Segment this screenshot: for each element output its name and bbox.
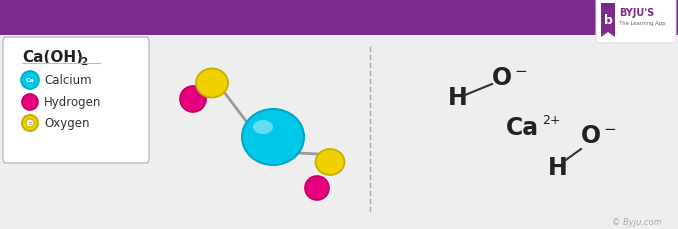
Circle shape xyxy=(22,115,38,131)
Text: 2+: 2+ xyxy=(542,114,561,127)
Text: Hydrogen: Hydrogen xyxy=(44,96,102,109)
Text: O: O xyxy=(492,66,512,90)
Text: H: H xyxy=(548,155,568,179)
Text: Calcium: Calcium xyxy=(44,74,92,87)
FancyBboxPatch shape xyxy=(601,4,615,38)
FancyBboxPatch shape xyxy=(0,0,678,36)
Text: Ca: Ca xyxy=(505,115,538,139)
Ellipse shape xyxy=(315,149,344,175)
FancyBboxPatch shape xyxy=(596,0,676,44)
Circle shape xyxy=(180,87,206,112)
Circle shape xyxy=(305,176,329,200)
Ellipse shape xyxy=(196,69,228,98)
FancyBboxPatch shape xyxy=(3,38,149,163)
Text: Ca(OH): Ca(OH) xyxy=(22,50,83,65)
Text: © Byju.com: © Byju.com xyxy=(612,218,662,226)
Text: O: O xyxy=(581,123,601,147)
Ellipse shape xyxy=(242,109,304,165)
Text: The Learning App: The Learning App xyxy=(619,21,666,26)
Text: o: o xyxy=(28,121,32,126)
Text: −: − xyxy=(514,64,527,79)
Text: CALCIUM HYDROXIDE STRUCTURE: CALCIUM HYDROXIDE STRUCTURE xyxy=(13,8,371,27)
Text: Ca: Ca xyxy=(26,78,35,83)
Text: −: − xyxy=(603,122,616,137)
Circle shape xyxy=(26,120,34,128)
Text: H: H xyxy=(448,86,468,109)
Ellipse shape xyxy=(253,120,273,134)
Circle shape xyxy=(22,95,38,111)
Text: BYJU'S: BYJU'S xyxy=(619,8,654,18)
Circle shape xyxy=(21,72,39,90)
Text: Oxygen: Oxygen xyxy=(44,117,89,130)
Text: b: b xyxy=(603,14,612,26)
Text: 2: 2 xyxy=(80,57,87,67)
Polygon shape xyxy=(601,33,615,38)
